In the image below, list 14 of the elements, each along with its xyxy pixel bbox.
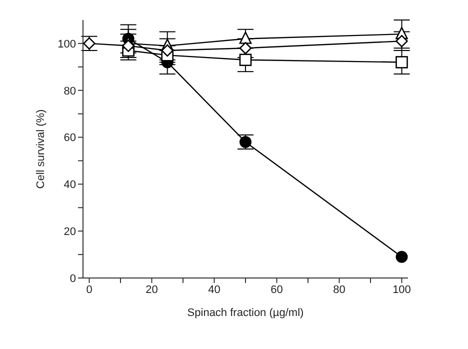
y-tick-label: 60 (64, 132, 76, 144)
x-tick-label: 60 (270, 284, 283, 296)
x-tick-label: 80 (333, 284, 346, 296)
x-tick-label: 100 (392, 284, 411, 296)
y-tick-label: 0 (70, 272, 76, 285)
y-tick-label: 20 (64, 226, 76, 238)
x-tick-label: 0 (86, 284, 92, 296)
y-axis-title: Cell survival (%) (34, 109, 47, 189)
x-tick-label: 20 (146, 284, 158, 296)
y-tick-label: 40 (64, 179, 76, 192)
y-tick-label: 100 (58, 38, 76, 50)
x-tick-label: 40 (208, 284, 220, 296)
y-tick-label: 80 (64, 85, 76, 98)
x-axis-title: Spinach fraction (µg/ml) (187, 307, 304, 319)
